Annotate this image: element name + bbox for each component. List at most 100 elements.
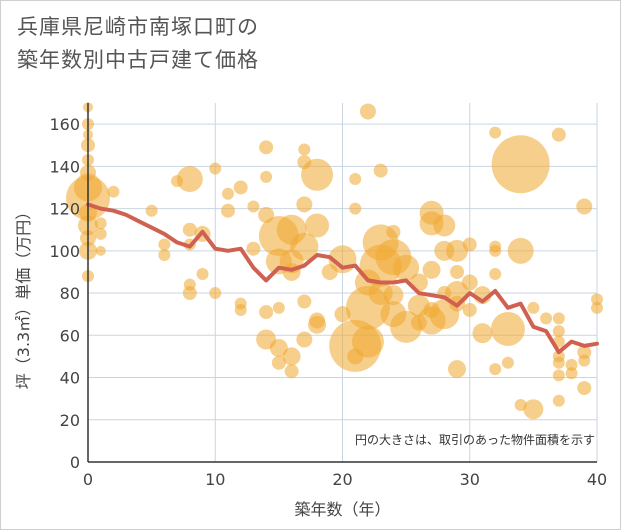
bubble-point xyxy=(284,364,299,379)
y-tick-label: 100 xyxy=(49,242,80,261)
y-tick-label: 160 xyxy=(49,115,80,134)
bubble-layer xyxy=(66,102,603,420)
bubble-size-note: 円の大きさは、取引のあった物件面積を示す xyxy=(355,432,595,447)
bubble-point xyxy=(446,239,469,262)
bubble-point xyxy=(359,103,376,120)
x-tick-label: 40 xyxy=(587,470,607,489)
bubble-point xyxy=(351,325,384,358)
bubble-point xyxy=(308,315,327,334)
bubble-point xyxy=(247,200,260,213)
bubble-point xyxy=(182,222,197,237)
bubble-point xyxy=(489,268,502,281)
y-tick-label: 60 xyxy=(60,326,80,345)
bubble-point xyxy=(565,358,578,371)
bubble-point xyxy=(552,325,565,338)
bubble-point xyxy=(95,245,106,256)
bubble-point xyxy=(527,301,540,314)
bubble-point xyxy=(298,143,311,156)
bubble-point xyxy=(182,286,197,301)
bubble-point xyxy=(552,369,565,382)
chart-title-line2: 築年数別中古戸建て価格 xyxy=(17,48,259,72)
bubble-point xyxy=(296,331,313,348)
y-tick-label: 120 xyxy=(49,200,80,219)
bubble-point xyxy=(501,356,514,369)
bubble-point xyxy=(489,126,502,139)
bubble-point xyxy=(234,303,247,316)
bubble-point xyxy=(490,311,525,346)
y-axis-label: 坪（3.3㎡）単価（万円） xyxy=(14,204,33,389)
bubble-point xyxy=(578,354,591,367)
bubble-point xyxy=(209,287,222,300)
bubble-point xyxy=(591,293,603,306)
bubble-point xyxy=(272,301,285,314)
x-tick-label: 10 xyxy=(205,470,225,489)
bubble-point xyxy=(491,135,550,194)
bubble-point xyxy=(577,381,592,396)
y-tick-label: 80 xyxy=(60,284,80,303)
bubble-point xyxy=(220,203,235,218)
bubble-point xyxy=(259,140,274,155)
y-tick-label: 140 xyxy=(49,157,80,176)
bubble-point xyxy=(349,173,362,186)
axes xyxy=(87,103,597,463)
bubble-point xyxy=(462,237,477,252)
bubble-point xyxy=(259,305,274,320)
bubble-point xyxy=(209,162,222,175)
bubble-point xyxy=(393,254,420,281)
bubble-point xyxy=(489,363,502,376)
bubble-point xyxy=(158,238,171,251)
bubble-point xyxy=(94,217,107,230)
bubble-point xyxy=(297,294,312,309)
chart-title: 兵庫県尼崎市南塚口町の 築年数別中古戸建て価格 xyxy=(17,11,259,77)
bubble-point xyxy=(540,312,553,325)
bubble-point xyxy=(233,180,248,195)
bubble-point xyxy=(461,274,478,291)
bubble-point xyxy=(269,338,288,357)
bubble-point xyxy=(450,264,465,279)
bubble-point xyxy=(301,158,334,191)
bubble-point xyxy=(507,237,534,264)
bubble-point xyxy=(489,244,502,257)
y-tick-label: 40 xyxy=(60,369,80,388)
x-tick-label: 30 xyxy=(460,470,480,489)
bubble-point xyxy=(290,232,319,261)
bubble-point xyxy=(282,347,301,366)
x-axis-label: 築年数（年） xyxy=(294,500,390,519)
bubble-point xyxy=(565,367,578,380)
bubble-point xyxy=(462,302,477,317)
bubble-point xyxy=(296,196,313,213)
bubble-point xyxy=(176,166,203,193)
bubble-point xyxy=(305,213,330,238)
bubble-point xyxy=(472,323,493,344)
bubble-point xyxy=(145,204,158,217)
y-tick-label: 0 xyxy=(70,453,80,472)
bubble-point xyxy=(577,345,592,360)
bubble-point xyxy=(576,198,593,215)
trend-line xyxy=(86,202,599,355)
bubble-point xyxy=(373,163,388,178)
bubble-point xyxy=(246,241,261,256)
bubble-point xyxy=(523,399,544,420)
bubble-point xyxy=(552,312,565,325)
bubble-point xyxy=(383,285,404,306)
bubble-point xyxy=(448,360,467,379)
bubble-point xyxy=(552,356,565,369)
bubble-point xyxy=(221,187,234,200)
tick-labels: 0 10 20 30 40 0 20 40 60 80 100 120 140 160 xyxy=(49,115,607,489)
bubble-point xyxy=(591,301,603,314)
bubble-point xyxy=(422,260,441,279)
chart-title-line1: 兵庫県尼崎市南塚口町の xyxy=(17,15,259,39)
bubble-point xyxy=(386,224,401,239)
bubble-point xyxy=(196,268,209,281)
bubble-point xyxy=(271,355,286,370)
y-tick-label: 20 xyxy=(60,411,80,430)
bubble-point xyxy=(552,394,565,407)
bubble-point xyxy=(551,127,566,142)
bubble-point xyxy=(158,249,171,262)
trend-layer xyxy=(86,202,599,355)
bubble-point xyxy=(94,227,107,240)
bubble-point xyxy=(349,202,362,215)
bubble-point xyxy=(433,214,456,237)
